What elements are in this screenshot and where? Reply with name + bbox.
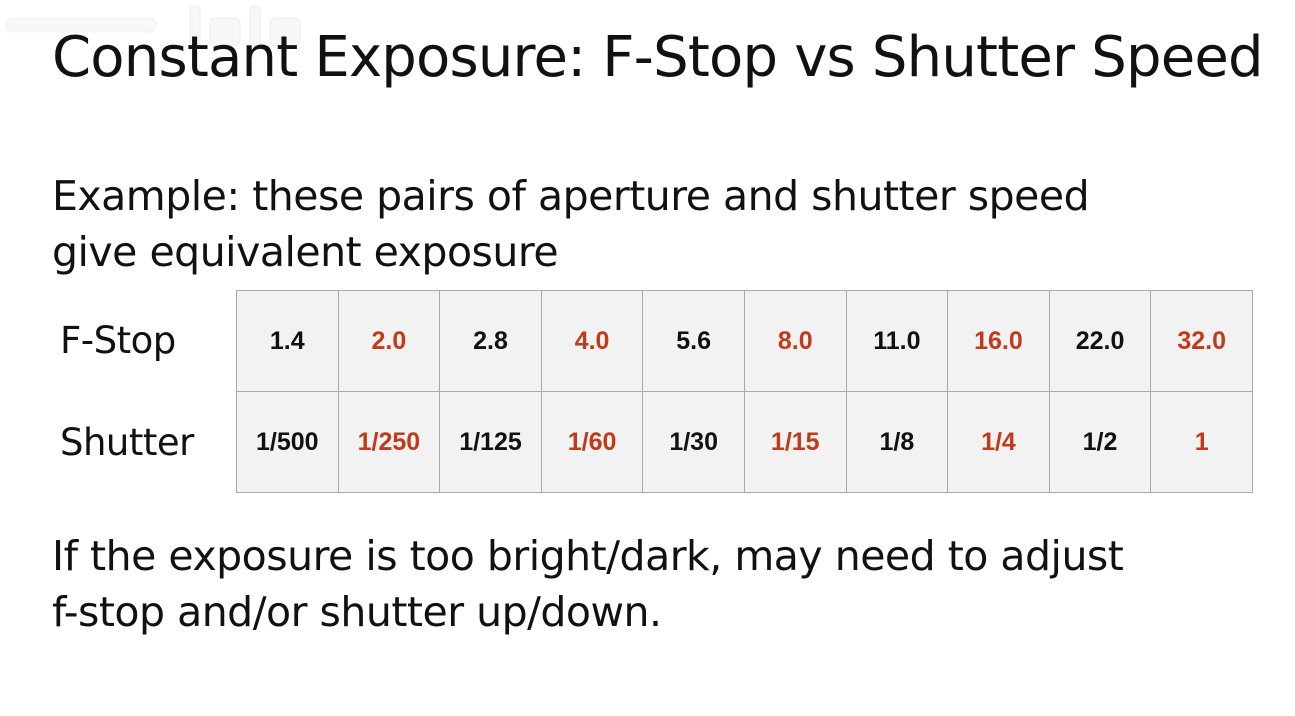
- shutter-cell: 1/8: [845, 391, 949, 493]
- fstop-cell: 2.0: [337, 290, 441, 392]
- closing-line-2: f-stop and/or shutter up/down.: [52, 588, 662, 636]
- shutter-row: 1/500 1/250 1/125 1/60 1/30 1/15 1/8 1/4…: [236, 391, 1253, 493]
- fstop-cell: 1.4: [236, 290, 339, 392]
- closing-text: If the exposure is too bright/dark, may …: [52, 528, 1252, 640]
- fstop-row-label: F-Stop: [60, 319, 176, 362]
- fstop-cell: 8.0: [743, 290, 847, 392]
- shutter-cell: 1/30: [642, 391, 745, 493]
- shutter-cell: 1/60: [540, 391, 644, 493]
- shutter-row-label: Shutter: [60, 421, 194, 464]
- shutter-cell: 1/4: [947, 391, 1050, 493]
- fstop-cell: 2.8: [439, 290, 542, 392]
- shutter-cell: 1/15: [743, 391, 847, 493]
- watermark-logo-icon: [0, 4, 330, 50]
- shutter-cell: 1: [1150, 391, 1253, 493]
- shutter-cell: 1/250: [337, 391, 441, 493]
- shutter-cell: 1/500: [236, 391, 339, 493]
- fstop-cell: 32.0: [1150, 290, 1253, 392]
- intro-text: Example: these pairs of aperture and shu…: [52, 168, 1252, 280]
- fstop-cell: 4.0: [540, 290, 644, 392]
- fstop-cell: 11.0: [845, 290, 949, 392]
- slide-title: Constant Exposure: F-Stop vs Shutter Spe…: [52, 25, 1264, 90]
- exposure-table: 1.4 2.0 2.8 4.0 5.6 8.0 11.0 16.0 22.0 3…: [236, 290, 1253, 493]
- shutter-cell: 1/125: [439, 391, 542, 493]
- shutter-cell: 1/2: [1048, 391, 1152, 493]
- fstop-row: 1.4 2.0 2.8 4.0 5.6 8.0 11.0 16.0 22.0 3…: [236, 290, 1253, 392]
- intro-line-1: Example: these pairs of aperture and shu…: [52, 172, 1090, 220]
- closing-line-1: If the exposure is too bright/dark, may …: [52, 532, 1124, 580]
- intro-line-2: give equivalent exposure: [52, 228, 559, 276]
- fstop-cell: 5.6: [642, 290, 745, 392]
- fstop-cell: 16.0: [947, 290, 1050, 392]
- fstop-cell: 22.0: [1048, 290, 1152, 392]
